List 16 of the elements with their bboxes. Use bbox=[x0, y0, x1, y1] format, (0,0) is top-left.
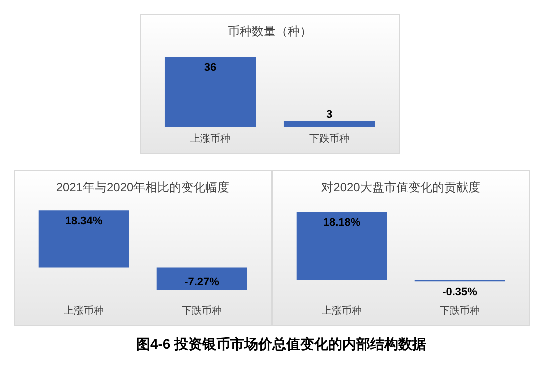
x-tick-label: 下跌币种 bbox=[182, 304, 222, 317]
chart-title: 2021年与2020年相比的变化幅度 bbox=[56, 180, 230, 195]
x-tick-label: 上涨币种 bbox=[190, 132, 230, 145]
chart-title: 币种数量（种） bbox=[228, 24, 312, 39]
data-label: 18.18% bbox=[323, 217, 361, 230]
data-label: 18.34% bbox=[65, 216, 103, 228]
x-tick-label: 上涨币种 bbox=[322, 304, 362, 317]
data-label: 36 bbox=[204, 62, 217, 74]
caption: 图4-6 投资银币市场价总值变化的内部结构数据 bbox=[135, 336, 428, 354]
x-tick-label: 上涨币种 bbox=[64, 304, 104, 317]
data-label: -7.27% bbox=[184, 276, 220, 288]
chart-title: 对2020大盘市值变化的贡献度 bbox=[322, 180, 480, 195]
x-tick-label: 下跌币种 bbox=[310, 132, 350, 145]
data-label: 3 bbox=[326, 109, 333, 122]
data-label: -0.35% bbox=[442, 286, 478, 299]
x-tick-label: 下跌币种 bbox=[440, 304, 480, 317]
